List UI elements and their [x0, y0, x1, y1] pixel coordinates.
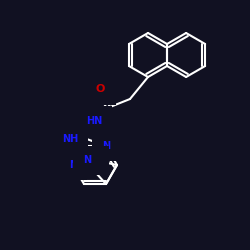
Text: HN: HN — [86, 116, 102, 126]
Text: NH: NH — [62, 134, 78, 144]
Text: N: N — [83, 155, 91, 165]
Text: N: N — [92, 156, 100, 166]
Text: O: O — [95, 84, 105, 94]
Text: N: N — [102, 141, 110, 151]
Text: N: N — [69, 160, 77, 170]
